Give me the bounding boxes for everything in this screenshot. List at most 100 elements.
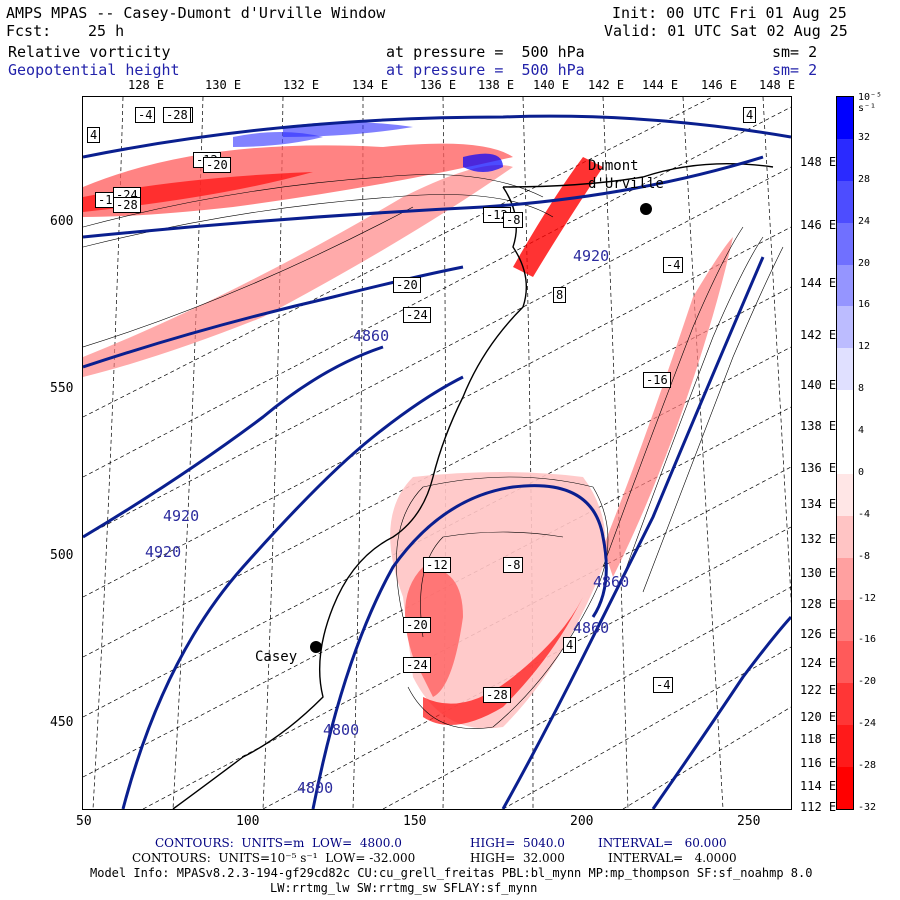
map-panel: 4920 4920 4920 4860 4860 4800 4800 4860 -4 -8 -12 -… [82,96,792,810]
coastline [172,162,774,809]
casey-label: Casey [255,649,298,665]
y-tick: 550 [50,381,74,396]
init-time: Init: 00 UTC Fri 01 Aug 25 [612,4,847,22]
vorticity-contour-label: -4 [135,107,156,123]
right-edge-label: 112 E [800,800,837,814]
colorbar-segment [837,432,853,474]
right-edge-label: 126 E [800,627,837,641]
vorticity-contour-label: -8 [503,557,524,573]
right-edge-label: 130 E [800,566,837,580]
vorticity-contour-label: -8 [503,212,524,228]
right-edge-label: 144 E [800,276,837,290]
colorbar-tick: 4 [858,425,865,437]
vorticity-contour-label: -4 [653,677,674,693]
height-contour-label: 4800 [323,721,360,739]
colorbar-segment [837,306,853,349]
height-contour-label: 4860 [573,619,610,637]
colorbar-segment [837,641,853,684]
vorticity-contour-label: -20 [403,617,431,633]
vorticity-contour-label: -28 [113,197,141,213]
vorticity-contour-label: -24 [403,657,431,673]
x-tick: 100 [236,814,260,829]
colorbar-segment [837,390,853,432]
height-contour-label: 4860 [593,573,630,591]
colorbar-tick: 16 [858,299,871,311]
vorticity-contour-label: 8 [553,287,567,303]
right-edge-label: 148 E [800,155,837,169]
colorbar-segment [837,97,853,139]
longitude-label: 148 E [759,78,796,92]
height-contour-info: CONTOURS: UNITS=m LOW= 4800.0 [155,836,402,850]
vort-contour-info: CONTOURS: UNITS=10⁻⁵ s⁻¹ LOW= -32.000 [132,851,416,865]
height-contour-label: 4920 [163,507,200,525]
longitude-label: 130 E [205,78,242,92]
dumont-station-dot [640,203,652,215]
colorbar-segment [837,180,853,223]
colorbar-segment [837,599,853,642]
field1-level: at pressure = 500 hPa [386,43,585,61]
colorbar-tick: -4 [858,508,871,520]
x-tick: 50 [76,814,92,829]
plot-title: AMPS MPAS -- Casey-Dumont d'Urville Wind… [6,4,386,22]
longitude-label: 140 E [533,78,570,92]
height-contour-label: 4800 [297,779,334,797]
right-edge-label: 124 E [800,656,837,670]
dumont-label: Dumont d'Urville [588,158,664,192]
longitude-label: 138 E [478,78,515,92]
longitude-label: 144 E [642,78,679,92]
vorticity-contour-label: -12 [423,557,451,573]
right-edge-label: 140 E [800,378,837,392]
longitude-label: 134 E [352,78,389,92]
casey-station-dot [310,641,322,653]
right-edge-label: 120 E [800,710,837,724]
colorbar-segment [837,767,853,809]
x-tick: 250 [737,814,761,829]
y-tick: 600 [50,214,74,229]
colorbar-segment [837,557,853,600]
forecast-hour: 25 h [88,22,125,40]
colorbar-tick: -12 [858,592,877,604]
right-edge-label: 146 E [800,218,837,232]
colorbar-segment [837,515,853,558]
model-physics: LW:rrtmg_lw SW:rrtmg_sw SFLAY:sf_mynn [270,881,538,895]
model-info: Model Info: MPASv8.2.3-194-gf29cd82c CU:… [90,866,813,880]
vort-contour-high: HIGH= 32.000 [470,851,565,865]
colorbar-tick: -20 [858,676,877,688]
colorbar-segment [837,138,853,181]
colorbar [836,96,854,810]
right-edge-label: 118 E [800,732,837,746]
height-contour-label: 4920 [573,247,610,265]
colorbar-tick: 8 [858,383,865,395]
vorticity-contour-label: -24 [403,307,431,323]
y-tick: 450 [50,715,74,730]
colorbar-tick: 28 [858,173,871,185]
vorticity-contour-label: -20 [393,277,421,293]
field2-level: at pressure = 500 hPa [386,61,585,79]
colorbar-tick: 32 [858,131,871,143]
right-edge-label: 116 E [800,756,837,770]
longitude-label: 142 E [588,78,625,92]
vorticity-shading [83,122,733,729]
vorticity-contour-label: 4 [87,127,101,143]
colorbar-tick: 24 [858,215,871,227]
colorbar-segment [837,725,853,767]
vorticity-contour-label: 4 [563,637,577,653]
longitude-label: 136 E [420,78,457,92]
right-edge-label: 138 E [800,419,837,433]
height-contour-label: 4920 [145,543,182,561]
colorbar-unit: 10⁻⁵ s⁻¹ [858,92,883,114]
vorticity-contour-label: -16 [643,372,671,388]
colorbar-segment [837,473,853,516]
colorbar-tick: -24 [858,718,877,730]
longitude-label: 146 E [701,78,738,92]
x-tick: 150 [403,814,427,829]
vorticity-contour-label: -28 [163,107,191,123]
valid-time: Valid: 01 UTC Sat 02 Aug 25 [604,22,848,40]
right-edge-label: 142 E [800,328,837,342]
colorbar-tick: 12 [858,341,871,353]
x-tick: 200 [570,814,594,829]
field2-name: Geopotential height [8,61,180,79]
colorbar-segment [837,348,853,391]
map-canvas [83,97,791,809]
vorticity-contour-label: -28 [483,687,511,703]
